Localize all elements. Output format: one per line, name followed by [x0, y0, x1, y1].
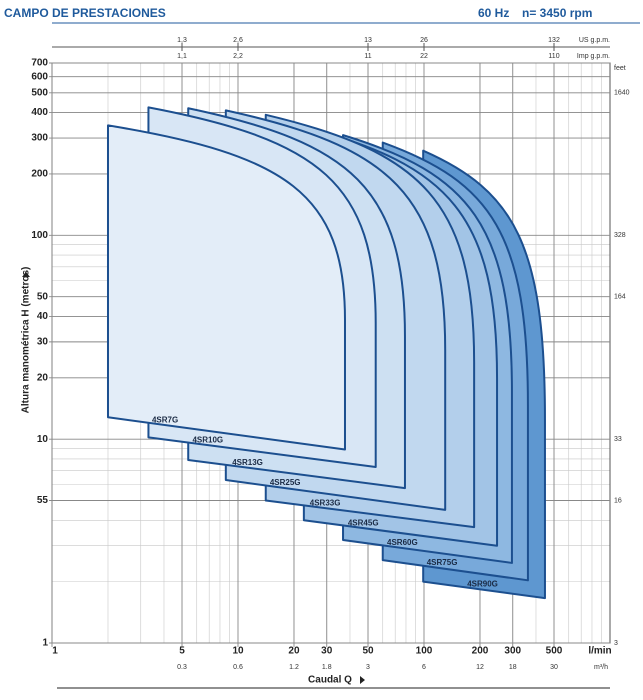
- y-tick-label: 200: [31, 169, 48, 180]
- secondary-tick-label: 3: [614, 640, 618, 647]
- secondary-tick-label: 0.6: [233, 664, 243, 671]
- secondary-tick-label: 0.3: [177, 664, 187, 671]
- y-tick-label: 10: [37, 434, 49, 445]
- secondary-tick-label: 22: [420, 53, 428, 60]
- secondary-tick-label: 6: [422, 664, 426, 671]
- range-label: 4SR13G: [232, 458, 263, 467]
- y-tick-label: 600: [31, 71, 48, 82]
- x-tick-label: 10: [232, 646, 244, 657]
- secondary-tick-label: 33: [614, 436, 622, 443]
- x-axis-label: Caudal Q: [308, 675, 352, 686]
- secondary-tick-label: 18: [509, 664, 517, 671]
- arrow: [360, 676, 365, 684]
- y-tick-label: 55: [37, 495, 49, 506]
- secondary-unit: Imp g.p.m.: [577, 53, 610, 60]
- secondary-tick-label: 2,2: [233, 53, 243, 60]
- range-label: 4SR10G: [192, 435, 223, 444]
- secondary-tick-label: 30: [550, 664, 558, 671]
- y-tick-label: 300: [31, 133, 48, 144]
- x-tick-label: 300: [504, 646, 521, 657]
- chart-title: CAMPO DE PRESTACIONES: [4, 6, 166, 20]
- x-tick-label: 50: [362, 646, 374, 657]
- secondary-tick-label: 1640: [614, 90, 630, 97]
- arrow: [22, 272, 30, 277]
- secondary-unit: feet: [614, 65, 626, 72]
- range-label: 4SR33G: [310, 499, 341, 508]
- y-tick-label: 400: [31, 107, 48, 118]
- y-tick-label: 20: [37, 372, 49, 383]
- frequency: 60 Hz: [478, 6, 509, 20]
- secondary-tick-label: 13: [364, 37, 372, 44]
- y-tick-label: 50: [37, 291, 49, 302]
- y-axis-label: Altura manométrica H (metros): [21, 267, 32, 414]
- y-tick-label: 700: [31, 58, 48, 69]
- range-label: 4SR45G: [348, 518, 379, 527]
- secondary-tick-label: 110: [548, 53, 559, 60]
- x-tick-label: 30: [321, 646, 333, 657]
- secondary-tick-label: 11: [364, 53, 371, 60]
- secondary-tick-label: 3: [366, 664, 370, 671]
- x-tick-label: 200: [472, 646, 489, 657]
- secondary-tick-label: 2,6: [233, 37, 243, 44]
- secondary-tick-label: 164: [614, 293, 626, 300]
- secondary-tick-label: 12: [476, 664, 484, 671]
- y-tick-label: 1: [42, 638, 48, 649]
- range-label: 4SR90G: [467, 580, 498, 589]
- x-tick-label: 20: [288, 646, 300, 657]
- secondary-tick-label: 1.8: [322, 664, 332, 671]
- secondary-tick-label: 1,3: [177, 37, 187, 44]
- range-label: 4SR75G: [427, 558, 458, 567]
- secondary-tick-label: 1.2: [289, 664, 299, 671]
- range-label: 4SR60G: [387, 538, 418, 547]
- secondary-tick-label: 26: [420, 37, 428, 44]
- pump-range: [106, 124, 346, 451]
- x-unit: l/min: [588, 646, 611, 657]
- y-tick-label: 500: [31, 87, 48, 98]
- range-label: 4SR7G: [152, 415, 178, 424]
- secondary-tick-label: 16: [614, 497, 622, 504]
- x-tick-label: 100: [416, 646, 433, 657]
- secondary-unit: m³/h: [594, 664, 608, 671]
- secondary-tick-label: 132: [548, 37, 560, 44]
- x-tick-label: 5: [179, 646, 185, 657]
- y-tick-label: 30: [37, 337, 49, 348]
- speed: n= 3450 rpm: [522, 6, 592, 20]
- y-tick-label: 100: [31, 230, 48, 241]
- range-label: 4SR25G: [270, 478, 301, 487]
- secondary-tick-label: 328: [614, 232, 626, 239]
- secondary-unit: US g.p.m.: [579, 37, 610, 44]
- x-tick-label: 1: [52, 646, 58, 657]
- x-tick-label: 500: [546, 646, 563, 657]
- y-tick-label: 40: [37, 311, 49, 322]
- secondary-tick-label: 1,1: [177, 53, 187, 60]
